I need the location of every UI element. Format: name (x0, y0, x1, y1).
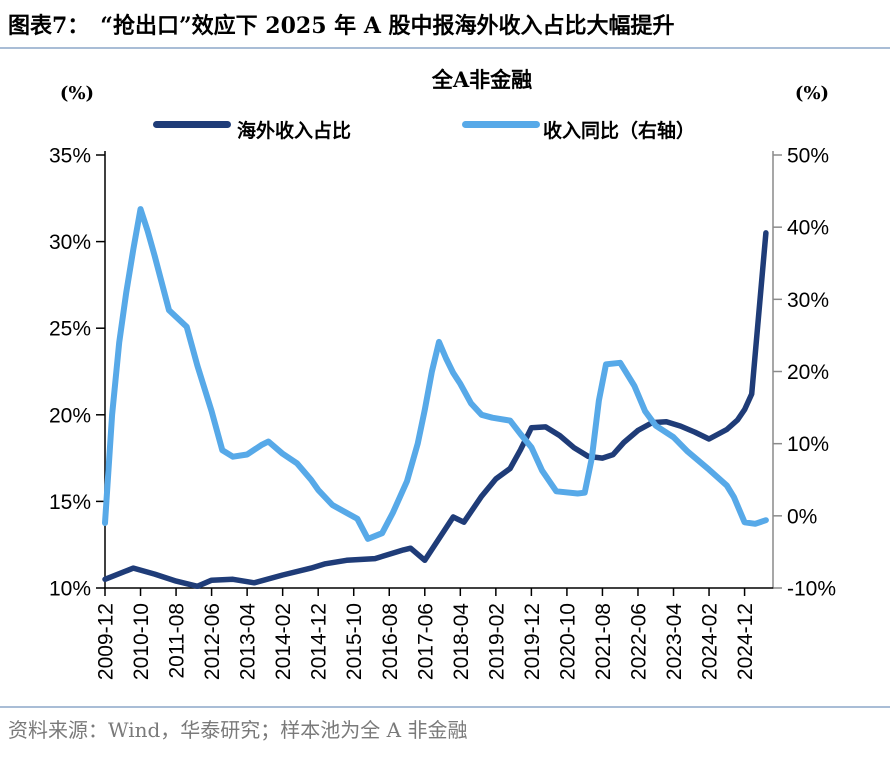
legend-label-overseas-share: 海外收入占比 (237, 119, 351, 142)
right-axis-tick-label: 40% (787, 217, 829, 240)
x-axis-tick-label: 2016-08 (379, 603, 402, 680)
source-note: 资料来源：Wind，华泰研究；样本池为全 A 非金融 (8, 718, 468, 742)
x-axis-tick-label: 2022-06 (627, 603, 650, 680)
x-axis-tick-label: 2021-08 (592, 603, 615, 680)
right-axis-tick-label: 30% (787, 289, 829, 312)
left-axis-tick-label: 20% (49, 404, 91, 427)
legend-swatch-revenue-yoy (462, 121, 540, 128)
left-axis-unit: (%) (60, 83, 94, 104)
right-axis-unit: (%) (795, 83, 829, 104)
x-axis-tick-label: 2010-10 (130, 603, 153, 680)
x-axis-tick-label: 2012-06 (201, 603, 224, 680)
x-axis-tick-label: 2014-02 (272, 603, 295, 680)
footer-divider (0, 706, 890, 708)
legend-label-revenue-yoy: 收入同比（右轴） (543, 119, 695, 142)
plot-area: 35% 30% 25% 20% 15% 10% 50% 40% 30% 20% 10% 0% -10% 2… (49, 145, 836, 681)
x-axis-tick-label: 2011-08 (166, 603, 189, 679)
chart-subtitle: 全A非金融 (431, 67, 532, 92)
legend-swatch-overseas-share (153, 121, 231, 128)
x-axis-tick-label: 2013-04 (237, 603, 260, 680)
series-line-revenue-yoy (102, 206, 769, 542)
left-axis-tick-label: 10% (49, 578, 91, 601)
x-axis-tick-label: 2024-02 (699, 603, 722, 680)
x-axis-tick-label: 2024-12 (734, 603, 757, 680)
x-axis-tick-label: 2023-04 (663, 603, 686, 680)
figure-title: 图表7： “抢出口”效应下 2025 年 A 股中报海外收入占比大幅提升 (8, 13, 675, 39)
left-axis-tick-label: 15% (49, 491, 91, 514)
right-axis-tick-label: 50% (787, 145, 829, 168)
x-axis-tick-label: 2009-12 (95, 603, 118, 680)
x-axis-tick-label: 2018-04 (450, 603, 473, 680)
x-axis-tick-label: 2015-10 (343, 603, 366, 680)
left-axis-tick-label: 30% (49, 231, 91, 254)
x-axis-tick-label: 2019-02 (485, 603, 508, 680)
x-axis-tick-label: 2020-10 (556, 603, 579, 680)
left-axis-tick-label: 25% (49, 318, 91, 341)
right-axis-tick-label: 10% (787, 433, 829, 456)
right-axis-tick-label: 0% (787, 505, 817, 528)
series-line-overseas-share (102, 230, 769, 590)
chart-svg: 全A非金融 (%) (%) 海外收入占比 收入同比（右轴） 35% 30% 25% 2… (49, 67, 836, 681)
right-axis-tick-label: -10% (787, 578, 836, 601)
x-axis-tick-label: 2017-06 (414, 603, 437, 680)
x-axis-tick-label: 2014-12 (308, 603, 331, 680)
left-axis-tick-label: 35% (49, 145, 91, 168)
x-axis-tick-label: 2019-12 (521, 603, 544, 680)
right-axis-tick-label: 20% (787, 361, 829, 384)
title-divider (0, 47, 890, 49)
